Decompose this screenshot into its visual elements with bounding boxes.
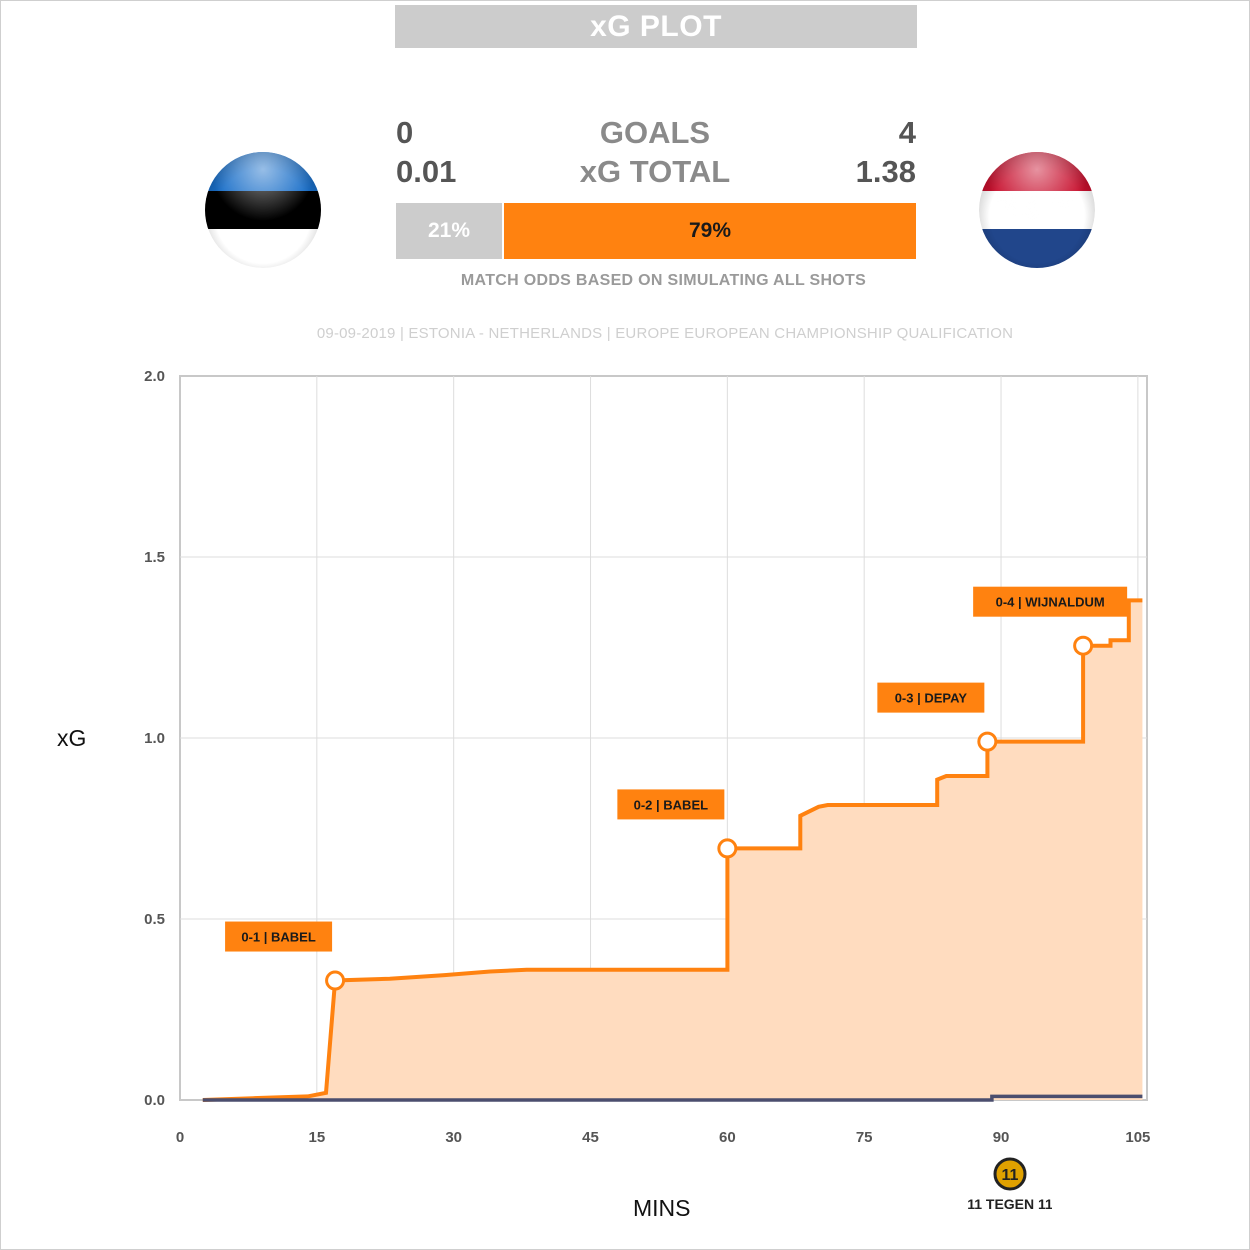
x-axis-title: MINS <box>633 1195 691 1221</box>
goal-label: 0-1 | BABEL <box>241 930 315 945</box>
y-tick-label: 0.5 <box>144 911 165 928</box>
home-goals: 0 <box>396 115 414 150</box>
y-tick-label: 0.0 <box>144 1092 165 1109</box>
odds-caption: MATCH ODDS BASED ON SIMULATING ALL SHOTS <box>460 272 867 289</box>
netherlands-flag-icon <box>979 152 1095 268</box>
x-tick-label: 0 <box>176 1129 184 1146</box>
logo-mark: 11 <box>1002 1167 1019 1184</box>
away-goals: 4 <box>898 115 916 150</box>
xg-total-label: xG TOTAL <box>579 154 731 189</box>
goal-marker <box>325 970 346 991</box>
goal-label-box <box>225 921 333 952</box>
goal-marker <box>717 838 738 859</box>
logo-badge-icon <box>993 1157 1027 1191</box>
brand-logo: 11 11 TEGEN 11 <box>968 1157 1052 1212</box>
away-xg-total: 1.38 <box>855 154 916 189</box>
x-tick-label: 60 <box>719 1129 736 1146</box>
home-xg-line <box>202 1094 1143 1102</box>
x-tick-label: 90 <box>993 1129 1010 1146</box>
x-tick-label: 45 <box>582 1129 599 1146</box>
match-info: 09-09-2019 | ESTONIA - NETHERLANDS | EUR… <box>316 325 1014 342</box>
page-title: xG PLOT <box>395 5 917 48</box>
x-tick-label: 105 <box>1125 1129 1150 1146</box>
goal-marker <box>977 731 998 752</box>
goals-label: GOALS <box>599 115 711 150</box>
y-tick-label: 1.5 <box>144 549 165 566</box>
y-axis-title: xG <box>57 725 87 751</box>
goal-label: 0-3 | DEPAY <box>895 691 968 706</box>
goal-label: 0-2 | BABEL <box>634 797 708 812</box>
goal-label-box <box>973 586 1128 617</box>
logo-text: 11 TEGEN 11 <box>968 1196 1052 1212</box>
estonia-flag-icon <box>205 152 321 268</box>
away-win-odds: 79% <box>504 203 916 259</box>
goal-label: 0-4 | WIJNALDUM <box>996 595 1105 610</box>
x-tick-label: 30 <box>445 1129 462 1146</box>
goal-label-box <box>617 789 725 820</box>
home-xg-total: 0.01 <box>396 154 457 189</box>
away-xg-area <box>202 600 1143 1100</box>
y-tick-label: 2.0 <box>144 368 165 385</box>
x-tick-label: 75 <box>856 1129 873 1146</box>
away-xg-line <box>202 598 1143 1102</box>
goal-marker <box>1073 635 1094 656</box>
y-tick-label: 1.0 <box>144 730 165 747</box>
x-tick-label: 15 <box>308 1129 325 1146</box>
home-win-odds: 21% <box>396 203 502 259</box>
goal-label-box <box>877 682 985 713</box>
